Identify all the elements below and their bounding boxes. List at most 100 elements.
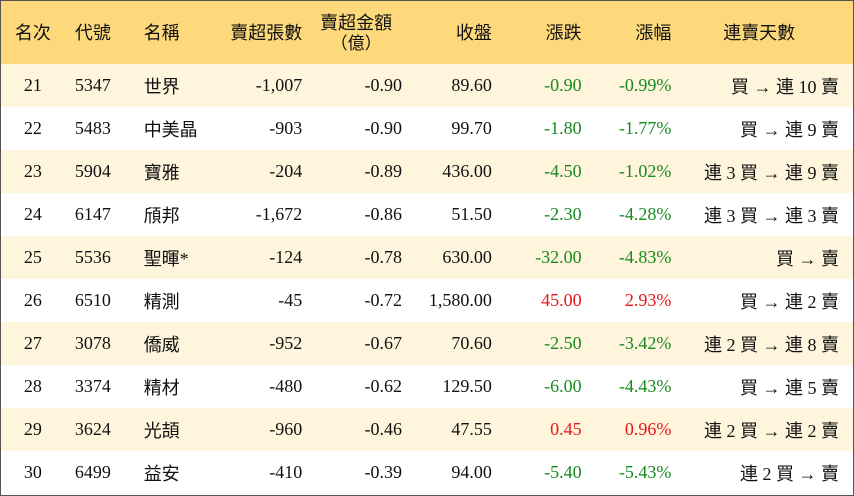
table-cell: 5347 [74, 75, 111, 95]
table-cell: 頎邦 [143, 205, 180, 226]
table-cell: -0.62 [364, 376, 403, 396]
header-cell: 名次 [14, 22, 51, 43]
table-cell: -1.02% [618, 161, 672, 181]
table-cell: 25 [23, 247, 42, 267]
table-cell: 3624 [74, 419, 111, 439]
table-cell: 聖暉* [143, 248, 189, 269]
table-cell: 光頡 [143, 420, 180, 441]
table-cell: -0.90 [364, 75, 403, 95]
table-cell: 精測 [143, 291, 180, 312]
table-cell: 6510 [74, 290, 111, 310]
table-cell: -0.46 [364, 419, 403, 439]
table-cell: 27 [23, 333, 42, 353]
table-cell: 129.50 [442, 376, 492, 396]
table-cell: 24 [23, 204, 42, 224]
table-cell: -124 [269, 247, 303, 267]
table-cell: -4.28% [618, 204, 672, 224]
table-row: 30 6499 益安 -410 -0.39 94.00 -5.40 -5.43% 連 2 買 →… [1, 451, 853, 494]
table-cell: -6.00 [544, 376, 582, 396]
table-cell: -0.89 [364, 161, 403, 181]
table-cell: 436.00 [442, 161, 492, 181]
table-cell: 連 2 買 → 連 8 賣 [703, 334, 839, 355]
table-cell: 連 3 買 → 連 9 賣 [703, 162, 839, 183]
table-cell: -480 [269, 376, 303, 396]
table-cell: -410 [269, 462, 303, 482]
table-cell: 89.60 [451, 75, 492, 95]
table-row: 23 5904 寶雅 -204 -0.89 436.00 -4.50 -1.02% 連 3 買 … [1, 150, 853, 193]
table-cell: -1.80 [544, 118, 582, 138]
table-cell: 70.60 [451, 333, 492, 353]
table-cell: -4.43% [618, 376, 672, 396]
table-cell: -4.83% [618, 247, 672, 267]
table-cell: 99.70 [451, 118, 492, 138]
table-cell: 僑威 [143, 334, 180, 355]
table-cell: -5.43% [618, 462, 672, 482]
header-cell: 收盤 [455, 22, 492, 43]
table-cell: 買 → 連 10 賣 [730, 76, 839, 97]
table-cell: -903 [269, 118, 303, 138]
table-cell: 3078 [74, 333, 111, 353]
header-cell: 名稱 [143, 22, 180, 43]
table-cell: -2.50 [544, 333, 582, 353]
header-note: （億） [330, 33, 382, 53]
table-cell: 買 → 賣 [775, 248, 839, 269]
header-cell: 連賣天數 [723, 22, 796, 43]
table-cell: -204 [269, 161, 303, 181]
header-cell: 賣超金額 （億） [310, 12, 410, 54]
table-cell: 連 2 買 → 賣 [739, 463, 839, 484]
table-cell: 29 [23, 419, 42, 439]
table-cell: 益安 [143, 463, 180, 484]
table-cell: -5.40 [544, 462, 582, 482]
table-row: 29 3624 光頡 -960 -0.46 47.55 0.45 0.96% 連 2 買 → 連… [1, 408, 853, 451]
table-cell: 精材 [143, 377, 180, 398]
table-row: 22 5483 中美晶 -903 -0.90 99.70 -1.80 -1.77% 買 → 連 … [1, 107, 853, 150]
table-cell: 0.96% [624, 419, 672, 439]
table-cell: 30 [23, 462, 42, 482]
header-cell: 賣超張數 [230, 22, 303, 43]
table-cell: -3.42% [618, 333, 672, 353]
table-cell: 6147 [74, 204, 111, 224]
table-cell: -1,672 [255, 204, 303, 224]
table-cell: 買 → 連 2 賣 [739, 291, 839, 312]
table-cell: 26 [23, 290, 42, 310]
table-cell: -0.86 [364, 204, 403, 224]
table-cell: -0.67 [364, 333, 403, 353]
table-row: 28 3374 精材 -480 -0.62 129.50 -6.00 -4.43% 買 → 連 … [1, 365, 853, 408]
table-cell: -960 [269, 419, 303, 439]
header-cell: 漲幅 [635, 22, 672, 43]
table-cell: 5483 [74, 118, 111, 138]
table-row: 24 6147 頎邦 -1,672 -0.86 51.50 -2.30 -4.28% 連 3 買… [1, 193, 853, 236]
table-cell: 21 [23, 75, 42, 95]
table-row: 27 3078 僑威 -952 -0.67 70.60 -2.50 -3.42% 連 2 買 →… [1, 322, 853, 365]
table-cell: 47.55 [451, 419, 492, 439]
table-cell: -952 [269, 333, 303, 353]
table-cell: 連 3 買 → 連 3 賣 [703, 205, 839, 226]
table-cell: 連 2 買 → 連 2 賣 [703, 420, 839, 441]
table-cell: -4.50 [544, 161, 582, 181]
table-cell: 630.00 [442, 247, 492, 267]
table-cell: -0.39 [364, 462, 403, 482]
table-cell: -0.78 [364, 247, 403, 267]
header-cell: 漲跌 [545, 22, 582, 43]
table-cell: 1,580.00 [428, 290, 492, 310]
table-cell: 世界 [143, 76, 180, 97]
table-cell: -32.00 [535, 247, 582, 267]
table-cell: 5536 [74, 247, 111, 267]
table-cell: 6499 [74, 462, 111, 482]
table-cell: 中美晶 [143, 119, 198, 140]
header-text: 賣超金額 [320, 12, 393, 33]
table-cell: -0.90 [364, 118, 403, 138]
table-cell: 買 → 連 5 賣 [739, 377, 839, 398]
table-cell: 22 [23, 118, 42, 138]
table-cell: 寶雅 [143, 162, 180, 183]
header-cell: 代號 [74, 22, 111, 43]
table-cell: 2.93% [624, 290, 672, 310]
table-row: 21 5347 世界 -1,007 -0.90 89.60 -0.90 -0.99% 買 → 連… [1, 64, 853, 107]
table-cell: -2.30 [544, 204, 582, 224]
table-cell: 45.00 [541, 290, 582, 310]
table-cell: -0.90 [544, 75, 582, 95]
table-cell: 94.00 [451, 462, 492, 482]
table-cell: -45 [278, 290, 303, 310]
table-cell: 5904 [74, 161, 111, 181]
